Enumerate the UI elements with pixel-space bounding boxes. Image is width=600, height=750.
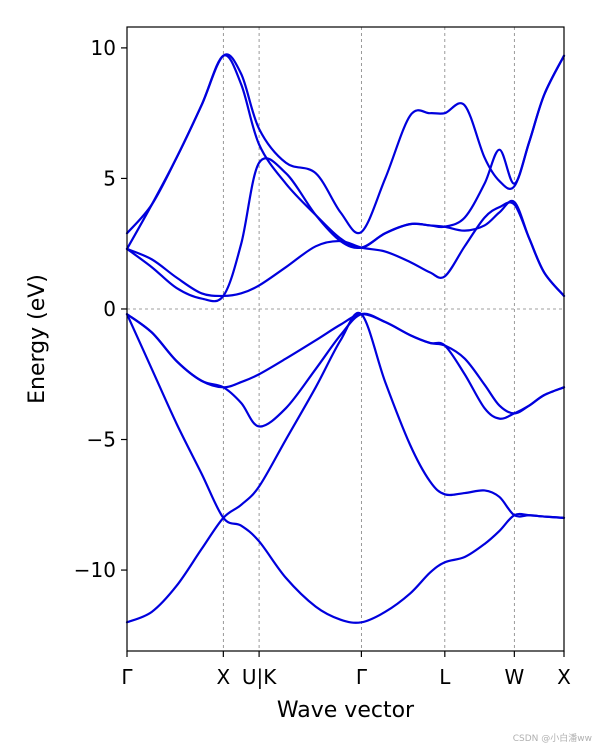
y-tick-label: 0 [103, 297, 116, 321]
band-line-4 [125, 313, 566, 415]
band-line-2 [125, 313, 566, 624]
x-axis-label: Wave vector [277, 698, 415, 723]
x-tick-label: Γ [356, 665, 368, 689]
tick-layer: 10 5 0 −5 −10 Γ X U|K Γ L W X [74, 36, 571, 689]
x-tick-label: W [504, 665, 524, 689]
x-tick-label: X [216, 665, 230, 689]
x-tick-label: U|K [242, 665, 277, 689]
x-tick-label: X [557, 665, 571, 689]
band-line-1 [125, 311, 566, 624]
y-axis-label: Energy (eV) [25, 274, 50, 404]
y-tick-label: 5 [103, 166, 116, 190]
y-tick-label: −5 [87, 428, 116, 452]
y-tick-label: −10 [74, 558, 116, 582]
band-layer [125, 53, 566, 624]
x-tick-label: Γ [121, 665, 133, 689]
x-tick-label: L [439, 665, 451, 689]
plot-frame [126, 26, 565, 652]
watermark: CSDN @小白潘ww [512, 734, 592, 744]
band-line-5 [125, 201, 566, 298]
grid-layer [127, 27, 564, 651]
y-tick-label: 10 [91, 36, 116, 60]
band-line-8 [125, 53, 566, 235]
